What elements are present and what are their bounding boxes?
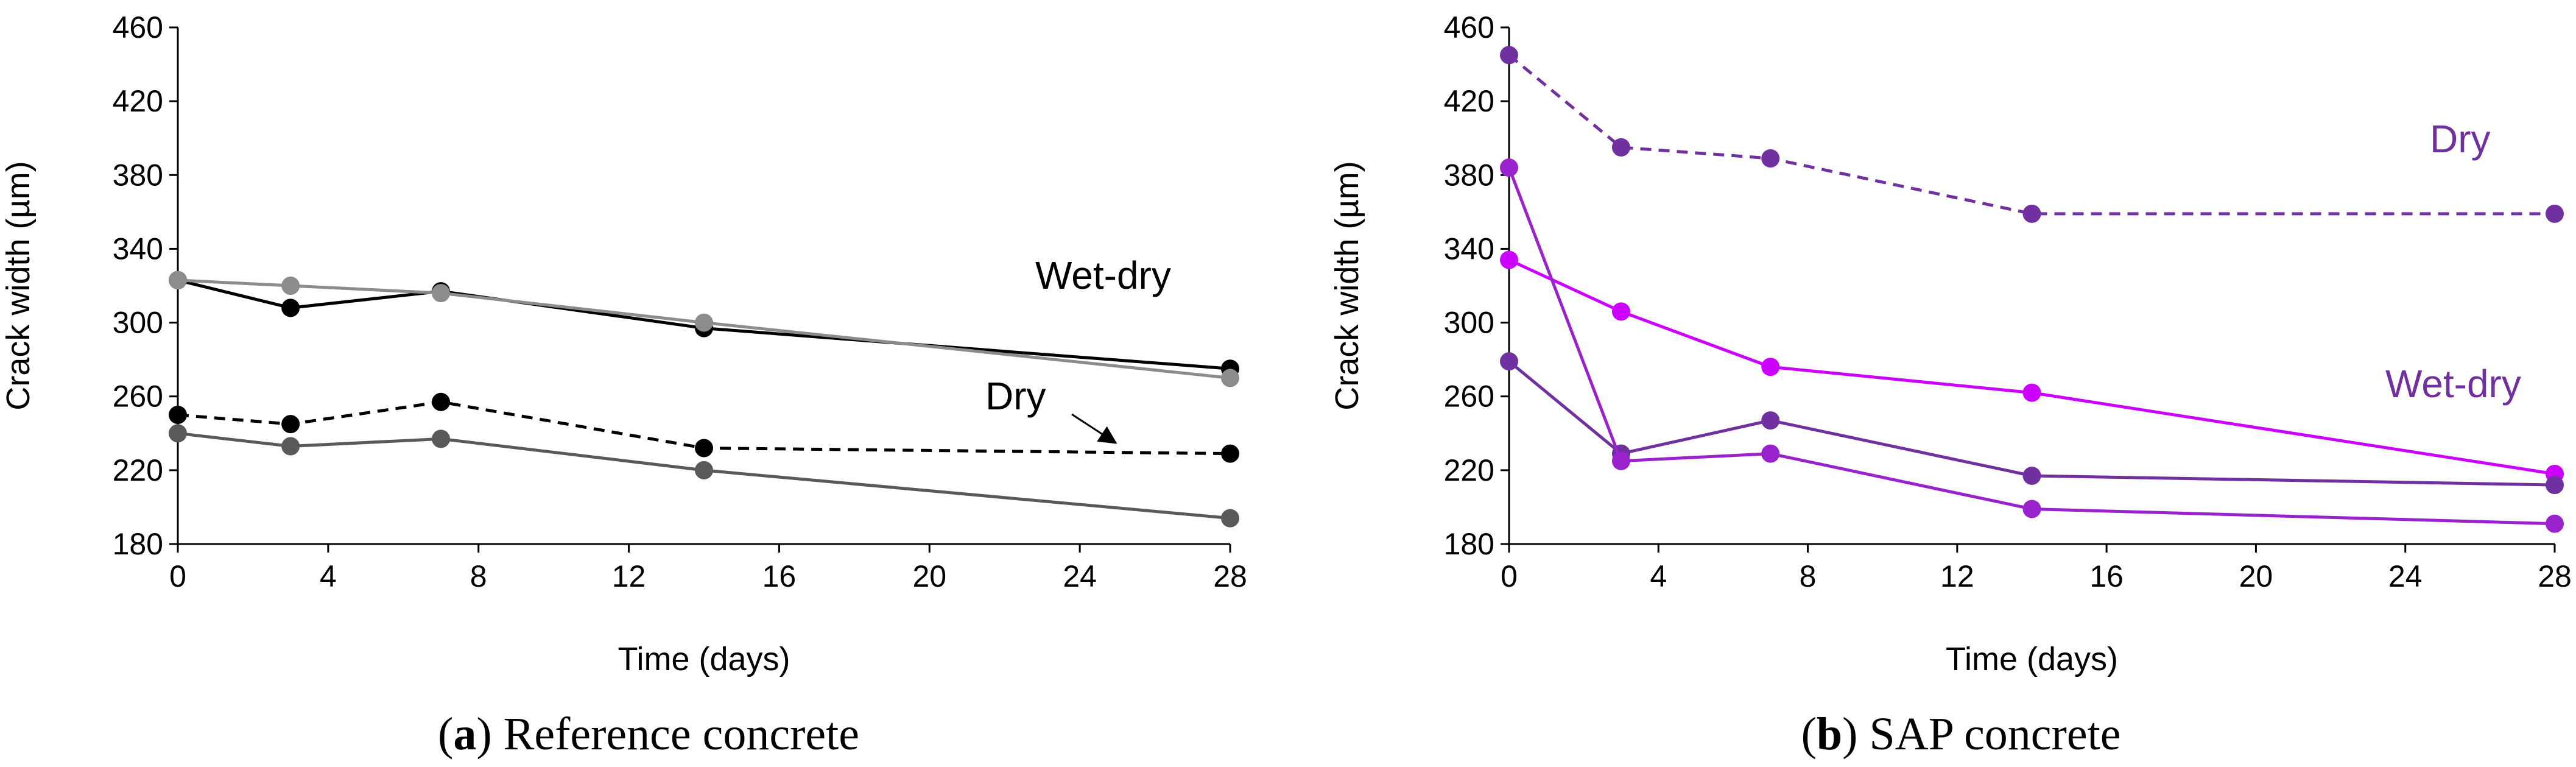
data-point xyxy=(1500,352,1518,371)
x-tick-label: 0 xyxy=(169,559,186,593)
data-point xyxy=(1761,149,1780,168)
data-point xyxy=(695,439,713,458)
data-point xyxy=(1500,158,1518,177)
x-axis-label: Time (days) xyxy=(618,641,790,677)
data-point xyxy=(1761,444,1780,463)
x-tick-label: 24 xyxy=(1063,559,1097,593)
data-point xyxy=(2546,476,2564,495)
y-tick-label: 220 xyxy=(1444,453,1494,487)
x-tick-label: 16 xyxy=(2089,559,2124,593)
y-tick-label: 420 xyxy=(113,84,163,118)
data-point xyxy=(169,270,187,289)
x-tick-label: 4 xyxy=(1650,559,1667,593)
data-point xyxy=(281,437,300,456)
data-point xyxy=(1761,411,1780,430)
data-point xyxy=(1500,46,1518,65)
caption-b-text: SAP concrete xyxy=(1857,709,2120,760)
data-point xyxy=(1761,358,1780,376)
annotation-wetdry-b: Wet-dry xyxy=(2385,362,2521,406)
y-tick-label: 460 xyxy=(1444,10,1494,44)
y-tick-label: 300 xyxy=(113,306,163,340)
annotation-wetdry-a: Wet-dry xyxy=(1035,253,1171,297)
caption-a: (a) Reference concrete xyxy=(438,709,859,760)
data-point xyxy=(2022,466,2041,485)
data-point xyxy=(2022,383,2041,402)
x-tick-label: 8 xyxy=(1800,559,1817,593)
x-tick-label: 4 xyxy=(320,559,337,593)
y-tick-label: 380 xyxy=(1444,158,1494,192)
chart-panel-b: 180 220 260 300 340 380 420 460 0 4 8 12 16 20 24 28 Tim… xyxy=(1329,10,2572,677)
y-tick-label: 460 xyxy=(113,10,163,44)
annotation-dry-arrow xyxy=(1071,413,1117,444)
annotation-dry-b: Dry xyxy=(2430,117,2491,161)
data-point xyxy=(432,429,450,448)
caption-b-letter: b xyxy=(1817,709,1842,760)
data-point xyxy=(281,277,300,295)
y-tick-label: 180 xyxy=(1444,527,1494,561)
data-point xyxy=(1221,369,1239,387)
data-point xyxy=(695,313,713,332)
data-point xyxy=(2546,514,2564,533)
x-tick-label: 24 xyxy=(2388,559,2423,593)
y-tick-label: 420 xyxy=(1444,84,1494,118)
y-tick-label: 340 xyxy=(1444,232,1494,266)
data-point xyxy=(432,284,450,303)
data-point xyxy=(1221,444,1239,463)
data-point xyxy=(432,392,450,411)
x-tick-label: 12 xyxy=(1940,559,1974,593)
caption-b: (b) SAP concrete xyxy=(1801,709,2121,760)
caption-a-letter: a xyxy=(453,709,476,760)
series-line xyxy=(1508,54,2555,216)
y-tick-label: 260 xyxy=(113,380,163,414)
data-point xyxy=(169,424,187,443)
x-tick-label: 8 xyxy=(470,559,487,593)
caption-a-text: Reference concrete xyxy=(492,709,859,760)
data-point xyxy=(281,299,300,317)
y-axis-label: Crack width (µm) xyxy=(0,161,37,410)
chart-panel-a: 180 220 260 300 340 380 420 460 0 4 8 12 16 20 24 28 Tim… xyxy=(0,10,1247,677)
annotation-dry-a: Dry xyxy=(985,374,1046,418)
x-tick-label: 12 xyxy=(612,559,646,593)
y-tick-label: 380 xyxy=(113,158,163,192)
data-point xyxy=(169,406,187,424)
data-point xyxy=(695,461,713,479)
y-tick-label: 260 xyxy=(1444,380,1494,414)
data-point xyxy=(2546,204,2564,223)
data-point xyxy=(1611,451,1630,470)
y-tick-label: 340 xyxy=(113,232,163,266)
data-point xyxy=(281,415,300,434)
data-point xyxy=(1221,509,1239,528)
x-tick-label: 28 xyxy=(2538,559,2572,593)
data-point xyxy=(2022,204,2041,223)
x-tick-label: 28 xyxy=(1213,559,1247,593)
y-tick-label: 220 xyxy=(113,453,163,487)
x-tick-label: 16 xyxy=(762,559,797,593)
data-point xyxy=(1500,250,1518,269)
y-tick-label: 300 xyxy=(1444,306,1494,340)
x-tick-label: 20 xyxy=(912,559,946,593)
x-axis-label: Time (days) xyxy=(1946,641,2118,677)
x-tick-label: 20 xyxy=(2239,559,2273,593)
data-point xyxy=(2022,500,2041,518)
y-axis-label: Crack width (µm) xyxy=(1329,161,1365,410)
data-point xyxy=(1611,302,1630,321)
y-tick-label: 180 xyxy=(113,527,163,561)
data-point xyxy=(1611,138,1630,157)
x-tick-label: 0 xyxy=(1501,559,1518,593)
